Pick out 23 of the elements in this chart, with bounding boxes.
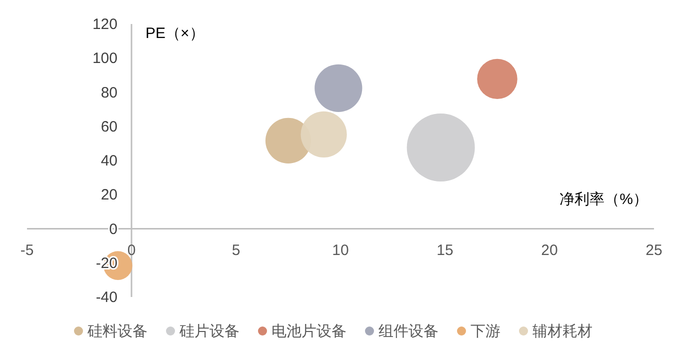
legend-label: 组件设备 <box>378 323 438 340</box>
y-tick-label: -40 <box>96 289 118 306</box>
x-tick-label: 10 <box>332 242 349 259</box>
legend-label: 电池片设备 <box>272 323 346 340</box>
x-tick-label: 25 <box>646 242 662 259</box>
y-tick-label: 20 <box>100 186 118 204</box>
y-tick-label: 0 <box>109 220 118 238</box>
legend-label: 硅片设备 <box>178 323 240 340</box>
y-tick-label: 120 <box>92 16 118 33</box>
legend-label: 辅材耗材 <box>532 323 592 340</box>
x-tick-label: 20 <box>541 242 558 259</box>
x-axis-title: 净利率（%） <box>560 190 648 208</box>
x-tick-label: 5 <box>232 242 240 259</box>
y-axis-title: PE（×） <box>146 25 204 42</box>
legend-label: 下游 <box>470 323 500 340</box>
x-tick-label: 15 <box>436 242 454 259</box>
y-tick-label: 100 <box>92 50 118 68</box>
y-tick-label: 40 <box>100 152 118 170</box>
y-tick-label: 60 <box>100 118 118 136</box>
legend-label: 硅料设备 <box>86 323 148 340</box>
y-tick-label: 80 <box>100 84 118 102</box>
x-tick-label: -5 <box>20 242 34 259</box>
x-tick-label: 0 <box>127 242 136 259</box>
